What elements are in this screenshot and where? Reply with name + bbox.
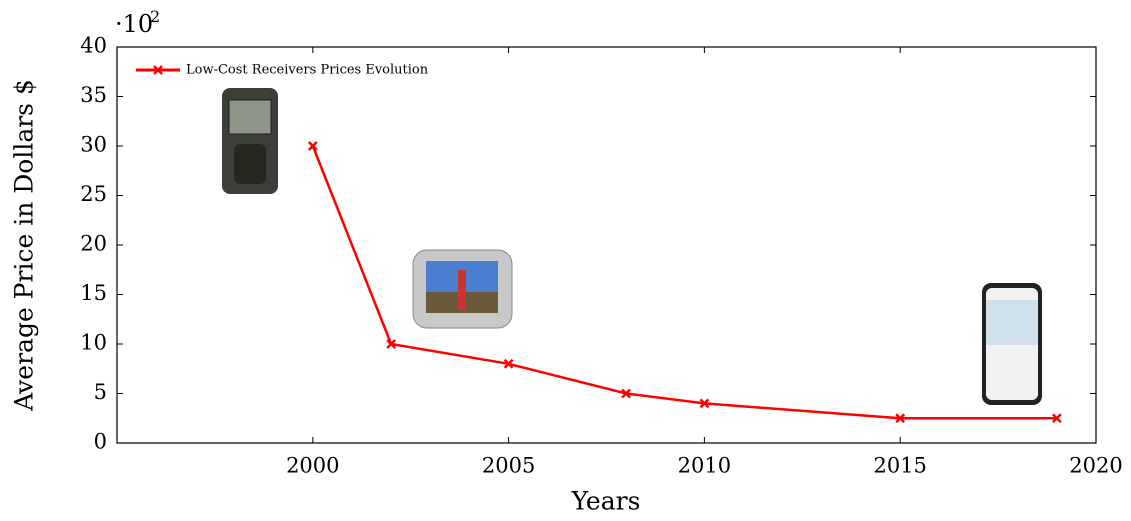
marker-stroke xyxy=(503,358,514,369)
y-tick-label: 5 xyxy=(94,380,107,404)
marker-stroke xyxy=(153,65,163,75)
data-point xyxy=(699,398,710,409)
y-multiplier-exponent: 2 xyxy=(150,7,160,26)
marker-stroke xyxy=(895,413,906,424)
legend-marker xyxy=(153,65,163,75)
y-tick-label: 0 xyxy=(94,430,107,454)
car-gps-image xyxy=(412,249,513,329)
y-tick-label: 20 xyxy=(80,232,107,256)
x-tick-label: 2020 xyxy=(1069,454,1122,478)
y-tick-label: 30 xyxy=(80,133,107,157)
legend: Low-Cost Receivers Prices Evolution xyxy=(136,63,429,78)
y-tick-label: 35 xyxy=(80,83,107,107)
marker-stroke xyxy=(307,141,318,151)
x-tick-label: 2005 xyxy=(482,454,535,478)
marker-stroke xyxy=(1051,413,1062,424)
y-tick-label: 40 xyxy=(80,34,107,58)
y-multiplier: ·10 xyxy=(115,10,153,38)
y-axis-label: Average Price in Dollars $ xyxy=(10,79,39,412)
data-point xyxy=(1051,413,1062,424)
x-tick-label: 2010 xyxy=(678,454,731,478)
data-point xyxy=(386,339,397,349)
marker-stroke xyxy=(386,339,397,349)
data-point xyxy=(895,413,906,424)
data-point xyxy=(307,141,318,151)
x-tick-label: 2015 xyxy=(873,454,926,478)
x-tick-label: 2000 xyxy=(286,454,339,478)
marker-stroke xyxy=(699,398,710,409)
y-tick-label: 25 xyxy=(80,182,107,206)
marker-stroke xyxy=(621,388,631,399)
x-axis-label: Years xyxy=(571,487,641,516)
data-point xyxy=(503,358,514,369)
y-tick-label: 15 xyxy=(80,281,107,305)
legend-label: Low-Cost Receivers Prices Evolution xyxy=(186,63,429,78)
smartphone-image xyxy=(982,283,1042,405)
data-point xyxy=(621,388,631,399)
handheld-gps-image xyxy=(222,88,278,194)
y-tick-label: 10 xyxy=(80,331,107,355)
